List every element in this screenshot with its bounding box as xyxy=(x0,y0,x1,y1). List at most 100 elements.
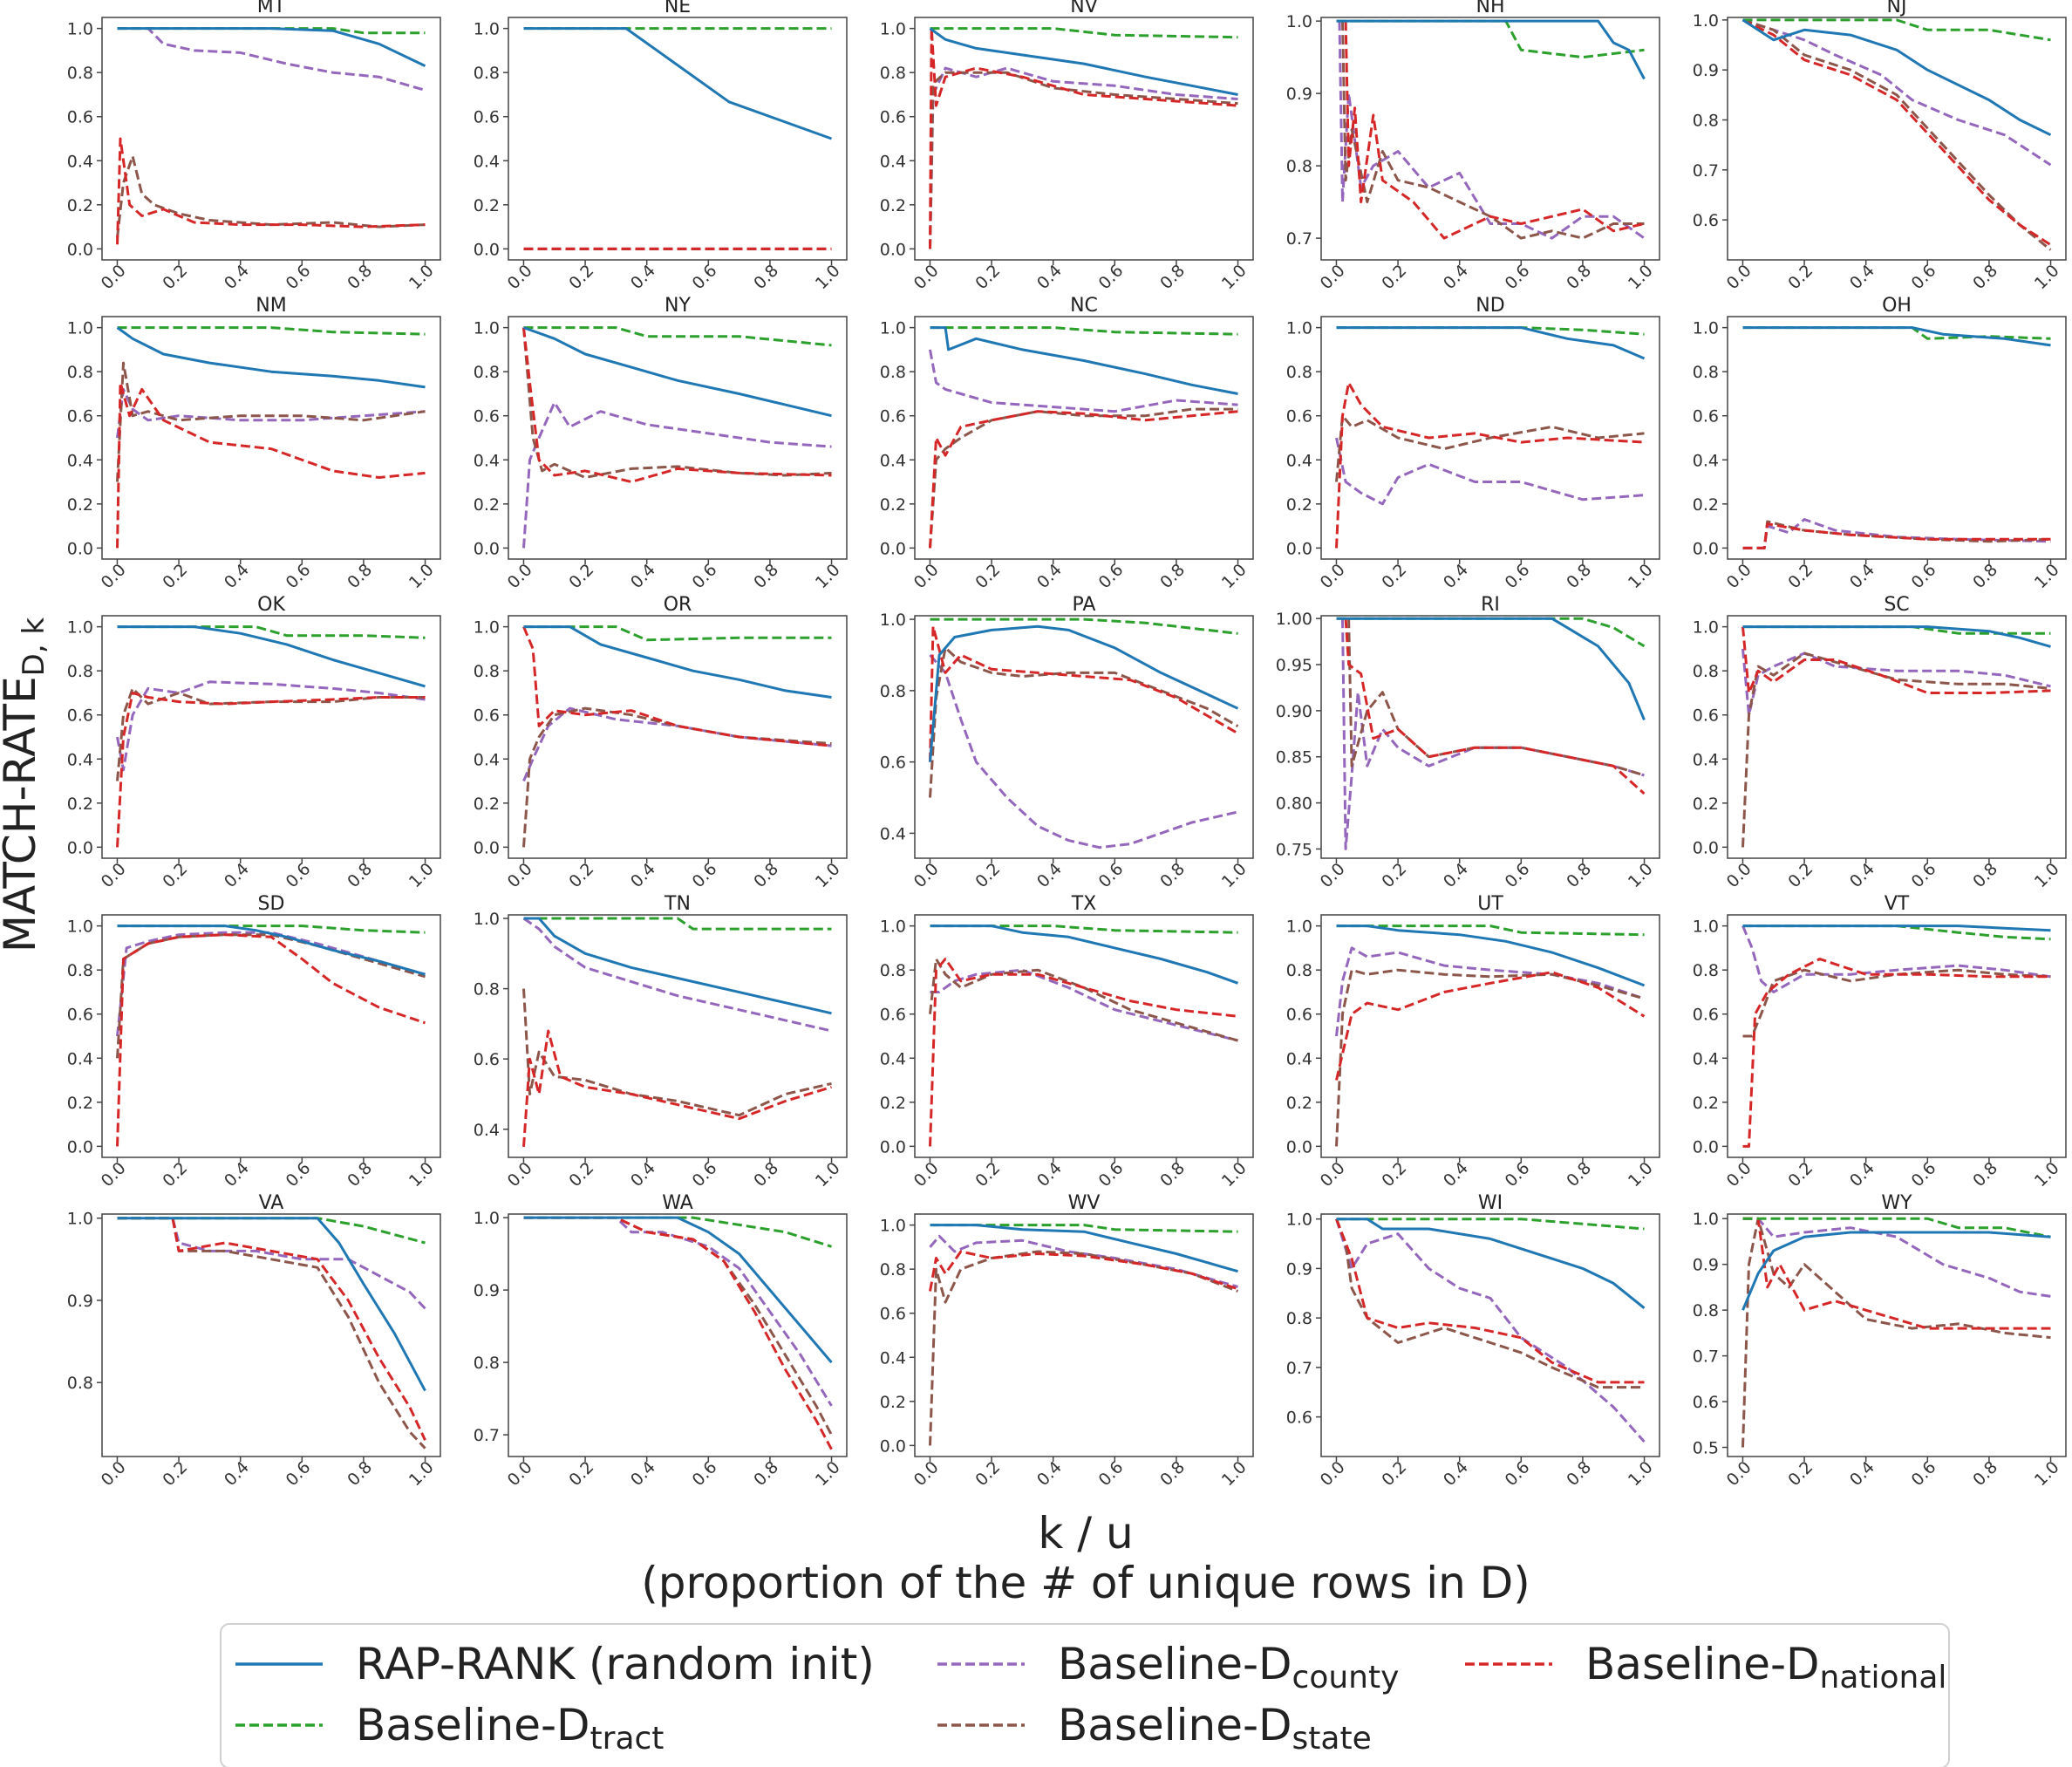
series-line-national xyxy=(1742,1217,2051,1330)
x-tick-label: 0.4 xyxy=(221,1158,253,1191)
panel-tx: TX 0.0 0.2 0.4 0.6 0.8 1.0 0.0 0.2 0.4 0.6 0.8 1.0 xyxy=(880,893,1254,1191)
y-tick-label: 0.4 xyxy=(880,1348,906,1368)
x-tick-label: 0.2 xyxy=(971,859,1004,891)
y-tick-label: 0.7 xyxy=(1693,1347,1719,1367)
series-group xyxy=(929,326,1238,549)
series-group xyxy=(1336,617,1646,850)
series-line-county xyxy=(116,387,426,439)
series-line-county xyxy=(929,66,1238,249)
y-tick-label: 0.6 xyxy=(1693,706,1719,726)
series-group xyxy=(523,1216,833,1450)
x-tick-label: 0.8 xyxy=(1969,261,2001,293)
y-tick-label: 0.2 xyxy=(1286,1094,1312,1113)
x-tick-label: 0.4 xyxy=(1846,560,1878,592)
panel-title: NJ xyxy=(1887,0,1907,17)
x-tick-label: 0.8 xyxy=(1156,859,1189,891)
y-tick-label: 0.2 xyxy=(1693,495,1719,515)
x-tick-label: 0.2 xyxy=(159,261,191,293)
x-tick-label: 1.0 xyxy=(1218,560,1251,592)
series-group xyxy=(929,1224,1239,1446)
legend-item-tract: Baseline-Dtract xyxy=(235,1700,664,1757)
panel-title: OR xyxy=(664,594,692,616)
x-tick-label: 0.4 xyxy=(1033,1457,1066,1490)
x-tick-label: 0.2 xyxy=(565,261,597,293)
x-tick-label: 0.6 xyxy=(283,859,315,891)
x-tick-label: 1.0 xyxy=(406,1158,438,1191)
x-tick-label: 0.8 xyxy=(1563,560,1595,592)
series-line-county xyxy=(523,1216,833,1407)
x-tick-label: 0.4 xyxy=(1440,1158,1472,1191)
series-line-rap xyxy=(523,917,832,1015)
x-tick-label: 0.6 xyxy=(1095,1457,1128,1490)
series-line-tract xyxy=(523,917,832,931)
series-line-rap xyxy=(1336,924,1646,987)
x-tick-label: 0.2 xyxy=(1378,1158,1410,1191)
series-group xyxy=(522,625,832,848)
x-tick-label: 0.4 xyxy=(221,1457,253,1490)
legend-item-national: Baseline-Dnational xyxy=(1465,1639,1946,1695)
panel-sd: SD 0.0 0.2 0.4 0.6 0.8 1.0 0.0 0.2 0.4 0.6 0.8 1.0 xyxy=(67,893,441,1191)
y-tick-label: 0.4 xyxy=(474,451,500,470)
y-tick-label: 0.7 xyxy=(474,1426,500,1445)
series-line-county xyxy=(929,349,1238,413)
series-line-national xyxy=(1344,21,1645,240)
series-line-state xyxy=(522,327,832,479)
y-tick-label: 0.0 xyxy=(67,539,93,558)
y-tick-label: 0.4 xyxy=(880,824,906,843)
y-tick-label: 0.5 xyxy=(1693,1439,1719,1458)
x-tick-label: 0.8 xyxy=(1563,1457,1595,1490)
panel-title: TN xyxy=(664,893,691,915)
series-line-tract xyxy=(1336,924,1645,937)
y-tick-label: 0.4 xyxy=(1693,750,1719,769)
x-tick-label: 0.6 xyxy=(1502,1158,1534,1191)
x-tick-label: 0.0 xyxy=(1317,560,1349,592)
panel-wi: WI 0.6 0.7 0.8 0.9 1.0 0.0 0.2 0.4 0.6 0.8 1.0 xyxy=(1286,1192,1660,1490)
panel-title: SC xyxy=(1884,594,1909,616)
panel-vt: VT 0.0 0.2 0.4 0.6 0.8 1.0 0.0 0.2 0.4 0.6 0.8 1.0 xyxy=(1693,893,2067,1191)
series-group xyxy=(929,924,1239,1147)
series-group xyxy=(1335,924,1646,1147)
series-group xyxy=(523,27,833,250)
x-tick-label: 1.0 xyxy=(2031,859,2063,891)
series-line-tract xyxy=(930,27,1238,39)
series-line-state xyxy=(116,361,426,482)
series-line-rap xyxy=(523,625,832,699)
panel-frame xyxy=(508,316,848,560)
series-line-national xyxy=(522,327,832,483)
y-tick-label: 1.0 xyxy=(1693,618,1719,638)
series-line-state xyxy=(1335,968,1645,1147)
y-tick-label: 0.0 xyxy=(1693,838,1719,857)
y-tick-label: 0.8 xyxy=(67,1374,93,1393)
panel-title: PA xyxy=(1073,594,1096,616)
series-line-state xyxy=(929,1250,1239,1446)
y-tick-label: 0.2 xyxy=(474,196,500,215)
panel-title: UT xyxy=(1477,893,1503,915)
x-tick-label: 0.4 xyxy=(1033,261,1066,293)
series-group xyxy=(1335,1218,1646,1443)
panel-frame xyxy=(508,1213,848,1457)
x-axis-label-line2: (proportion of the # of unique rows in D… xyxy=(641,1558,1530,1608)
y-tick-label: 0.0 xyxy=(880,1137,906,1156)
x-tick-label: 1.0 xyxy=(812,1158,844,1191)
x-axis-label-line1: k / u xyxy=(1038,1508,1133,1559)
x-tick-label: 0.0 xyxy=(1723,1457,1755,1490)
y-tick-label: 0.6 xyxy=(67,706,93,726)
x-tick-label: 0.4 xyxy=(1440,1457,1472,1490)
x-tick-label: 1.0 xyxy=(1625,1457,1657,1490)
series-line-rap xyxy=(1336,326,1646,360)
x-tick-label: 0.2 xyxy=(159,859,191,891)
x-tick-label: 1.0 xyxy=(1218,261,1251,293)
x-tick-label: 0.8 xyxy=(750,859,782,891)
x-tick-label: 1.0 xyxy=(406,261,438,293)
panel-nm: NM 0.0 0.2 0.4 0.6 0.8 1.0 0.0 0.2 0.4 0.6 0.8 1.0 xyxy=(67,295,441,592)
y-tick-label: 0.6 xyxy=(880,108,906,127)
series-line-tract xyxy=(1742,18,2051,42)
y-tick-label: 0.0 xyxy=(474,539,500,558)
y-tick-label: 0.6 xyxy=(474,1050,500,1069)
x-tick-label: 0.8 xyxy=(1969,1457,2001,1490)
series-line-national xyxy=(1741,626,2051,694)
y-tick-label: 1.00 xyxy=(1276,610,1312,629)
x-tick-label: 0.0 xyxy=(910,859,943,891)
y-tick-label: 1.0 xyxy=(1693,11,1719,31)
panel-frame xyxy=(914,17,1254,261)
